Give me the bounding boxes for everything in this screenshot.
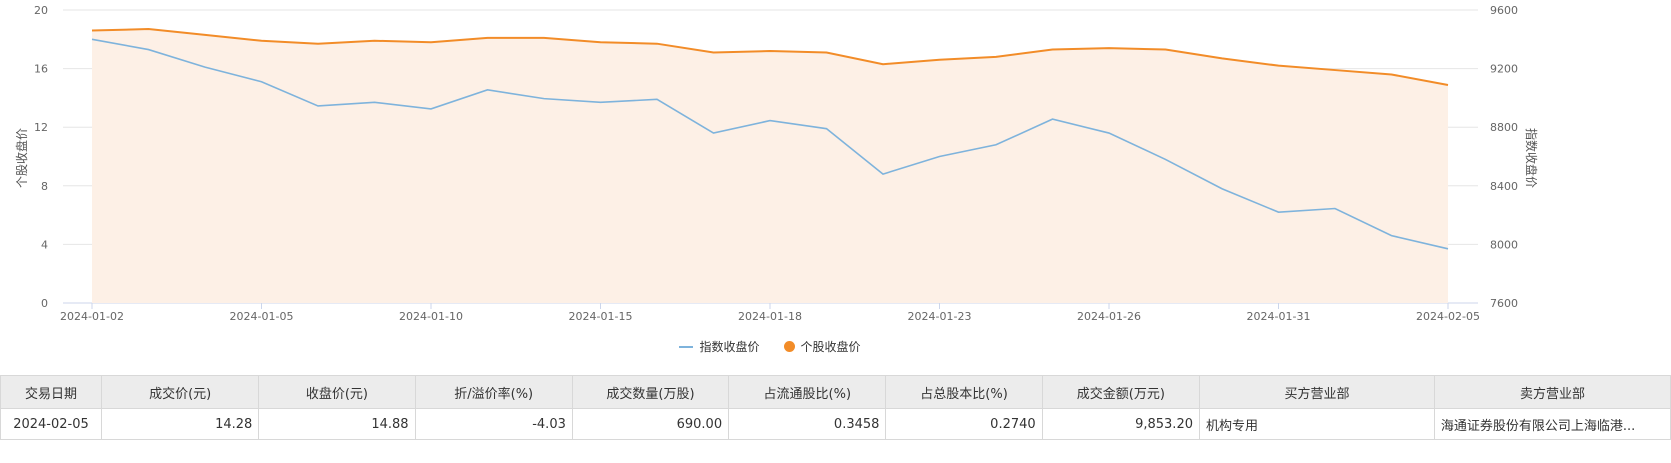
header-buyer[interactable]: 买方营业部 — [1198, 375, 1435, 409]
x-tick-label: 2024-01-31 — [1247, 310, 1311, 323]
cell-amount: 9,853.20 — [1041, 408, 1200, 440]
x-tick-label: 2024-01-18 — [738, 310, 802, 323]
header-volume[interactable]: 成交数量(万股) — [571, 375, 730, 409]
y-axis-left-label: 个股收盘价 — [14, 128, 29, 188]
legend-dot-icon — [783, 341, 795, 352]
x-tick-label: 2024-01-15 — [569, 310, 633, 323]
y-right-tick-label: 7600 — [1490, 297, 1518, 310]
header-close-price[interactable]: 收盘价(元) — [258, 375, 416, 409]
cell-buyer[interactable]: 机构专用 — [1198, 408, 1435, 440]
x-tick-label: 2024-01-05 — [230, 310, 294, 323]
axes: 0 4 8 12 16 20 7600 8000 8400 8800 9200 9600 2024-01… — [34, 4, 1518, 323]
legend-item-stock[interactable]: 个股收盘价 — [783, 338, 861, 355]
y-left-tick-label: 16 — [34, 63, 48, 76]
y-right-tick-label: 8800 — [1490, 121, 1518, 134]
cell-seller[interactable]: 海通证券股份有限公司上海临港... — [1433, 408, 1671, 440]
index-close-line[interactable] — [91, 38, 1449, 250]
y-left-tick-label: 0 — [41, 297, 48, 310]
y-left-tick-label: 20 — [34, 4, 48, 17]
y-right-tick-label: 8400 — [1490, 180, 1518, 193]
y-left-tick-label: 4 — [41, 238, 48, 251]
chart-legend: 指数收盘价 个股收盘价 — [0, 338, 1540, 355]
header-amount[interactable]: 成交金额(万元) — [1041, 375, 1200, 409]
y-right-tick-label: 8000 — [1490, 238, 1518, 251]
x-tick-label: 2024-01-23 — [908, 310, 972, 323]
table-row: 2024-02-05 14.28 14.88 -4.03 690.00 0.34… — [0, 408, 1671, 440]
legend-item-index[interactable]: 指数收盘价 — [679, 338, 760, 355]
cell-close-price: 14.88 — [258, 408, 416, 440]
cell-float-ratio: 0.3458 — [728, 408, 887, 440]
stock-area-fill — [92, 29, 1448, 303]
y-left-tick-label: 12 — [34, 121, 48, 134]
x-tick-label: 2024-01-10 — [399, 310, 463, 323]
block-trade-table: 交易日期 成交价(元) 收盘价(元) 折/溢价率(%) 成交数量(万股) 占流通… — [0, 375, 1671, 440]
series-lines — [91, 28, 1449, 250]
x-tick-label: 2024-01-26 — [1077, 310, 1141, 323]
cell-premium-rate: -4.03 — [414, 408, 573, 440]
dual-axis-line-chart: 0 4 8 12 16 20 7600 8000 8400 8800 9200 9600 2024-01… — [14, 4, 1539, 323]
x-tick-label: 2024-01-02 — [60, 310, 124, 323]
y-axis-right-label: 指数收盘价 — [1524, 128, 1539, 188]
legend-line-icon — [679, 345, 694, 348]
header-seller[interactable]: 卖方营业部 — [1433, 375, 1671, 409]
stock-close-line[interactable] — [91, 28, 1449, 86]
cell-trade-date: 2024-02-05 — [0, 408, 102, 440]
y-right-tick-label: 9200 — [1490, 63, 1518, 76]
y-right-tick-label: 9600 — [1490, 4, 1518, 17]
header-total-ratio[interactable]: 占总股本比(%) — [885, 375, 1043, 409]
header-float-ratio[interactable]: 占流通股比(%) — [728, 375, 887, 409]
stock-price-area — [92, 29, 1448, 303]
legend-label-index: 指数收盘价 — [699, 340, 760, 354]
header-trade-date[interactable]: 交易日期 — [0, 375, 102, 409]
table-header-row: 交易日期 成交价(元) 收盘价(元) 折/溢价率(%) 成交数量(万股) 占流通… — [0, 375, 1671, 409]
cell-deal-price: 14.28 — [100, 408, 260, 440]
y-left-tick-label: 8 — [41, 180, 48, 193]
x-tick-label: 2024-02-05 — [1416, 310, 1480, 323]
header-deal-price[interactable]: 成交价(元) — [100, 375, 260, 409]
cell-total-ratio: 0.2740 — [885, 408, 1043, 440]
header-premium-rate[interactable]: 折/溢价率(%) — [414, 375, 573, 409]
legend-label-stock: 个股收盘价 — [800, 340, 861, 354]
cell-volume: 690.00 — [571, 408, 730, 440]
